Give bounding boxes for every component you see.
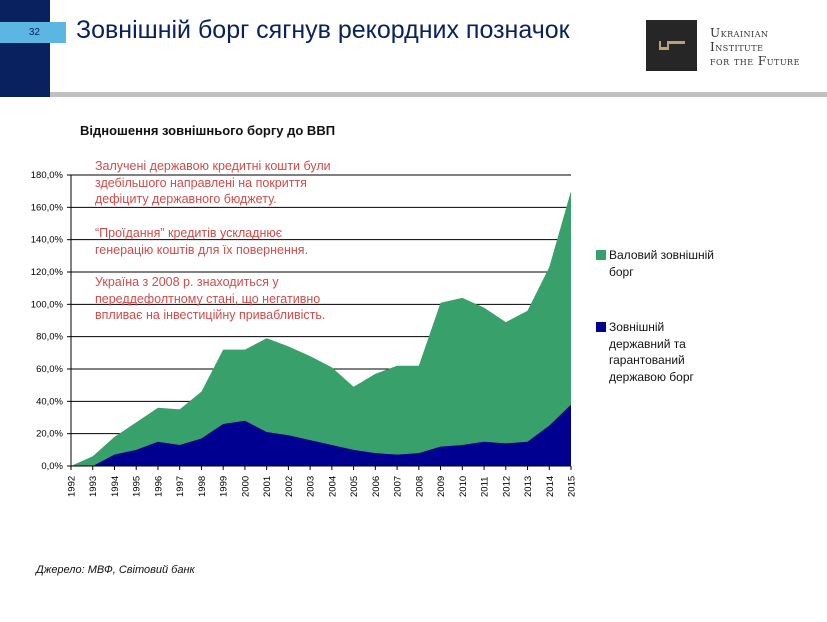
source-note: Джерело: МВФ, Світовий банк — [36, 564, 195, 576]
y-tick-label: 120,0% — [31, 267, 64, 278]
header-divider — [50, 92, 827, 97]
x-tick-label: 2008 — [414, 476, 425, 497]
legend-item-public: Зовнішній державний та гарантований держ… — [596, 319, 709, 385]
note-line: здебільшого направлені на покриття — [95, 175, 307, 190]
page-number: 32 — [0, 22, 66, 43]
x-tick-label: 1993 — [88, 476, 99, 497]
x-tick-label: 2002 — [284, 476, 295, 497]
y-tick-label: 40,0% — [36, 396, 63, 407]
note-line: Україна з 2008 р. знаходиться у — [95, 275, 279, 289]
note-line: “Проїдання” кредитів ускладнює — [95, 226, 283, 240]
x-tick-label: 1999 — [219, 476, 230, 497]
x-tick-label: 1996 — [153, 476, 164, 497]
logo-text: Ukrainian Institute for the Future — [710, 26, 800, 68]
page-title: Зовнішній борг сягнув рекордних позначок — [76, 16, 570, 44]
x-tick-label: 1998 — [197, 476, 208, 497]
annotation-note: Залучені державою кредитні кошти були зде… — [95, 158, 331, 208]
y-tick-label: 100,0% — [31, 299, 64, 310]
chart-title: Відношення зовнішнього боргу до ВВП — [80, 123, 336, 138]
x-tick-label: 2013 — [523, 476, 534, 497]
x-tick-label: 2015 — [567, 476, 578, 497]
y-tick-label: 180,0% — [31, 170, 64, 181]
legend-item-gross: Валовий зовнішній борг — [596, 247, 729, 280]
y-tick-label: 0,0% — [41, 461, 63, 472]
legend-swatch — [596, 250, 606, 260]
x-tick-label: 2005 — [349, 476, 360, 497]
legend-swatch — [596, 322, 606, 332]
x-tick-label: 1992 — [67, 476, 78, 497]
area-series-0 — [71, 191, 571, 466]
y-tick-label: 140,0% — [31, 235, 64, 246]
x-tick-label: 2007 — [393, 476, 404, 497]
y-tick-label: 20,0% — [36, 429, 63, 440]
x-tick-label: 2014 — [545, 476, 556, 497]
y-tick-label: 160,0% — [31, 202, 64, 213]
header-sidebar-bar — [0, 0, 50, 97]
note-line: Залучені державою кредитні кошти були — [95, 159, 331, 173]
y-tick-label: 60,0% — [36, 364, 63, 375]
annotation-note: Україна з 2008 р. знаходиться у переддефо… — [95, 274, 325, 324]
x-tick-label: 2004 — [327, 476, 338, 497]
x-tick-label: 1997 — [175, 476, 186, 497]
x-tick-label: 2003 — [306, 476, 317, 497]
x-tick-label: 2009 — [436, 476, 447, 497]
annotation-note: “Проїдання” кредитів ускладнює генерацію … — [95, 225, 308, 258]
logo-key-icon — [646, 20, 697, 71]
note-line: впливає на інвестиційну привабливість. — [95, 308, 326, 322]
x-tick-label: 2011 — [480, 477, 491, 497]
note-line: генерацію коштів для їх повернення. — [95, 242, 309, 257]
y-tick-label: 80,0% — [36, 332, 63, 343]
x-tick-label: 1994 — [110, 476, 121, 497]
note-line: дефіциту державного бюджету. — [95, 192, 277, 206]
area-series-1 — [71, 404, 571, 466]
x-tick-label: 2010 — [458, 476, 469, 497]
note-line: переддефолтному стані, що негативно — [95, 291, 321, 306]
legend-label: Зовнішній державний та гарантований держ… — [609, 320, 694, 384]
x-tick-label: 2001 — [262, 476, 273, 497]
x-tick-label: 2000 — [240, 476, 251, 497]
x-tick-label: 1995 — [132, 476, 143, 497]
legend-label: Валовий зовнішній борг — [609, 248, 714, 279]
x-tick-label: 2012 — [501, 476, 512, 497]
x-tick-label: 2006 — [371, 476, 382, 497]
